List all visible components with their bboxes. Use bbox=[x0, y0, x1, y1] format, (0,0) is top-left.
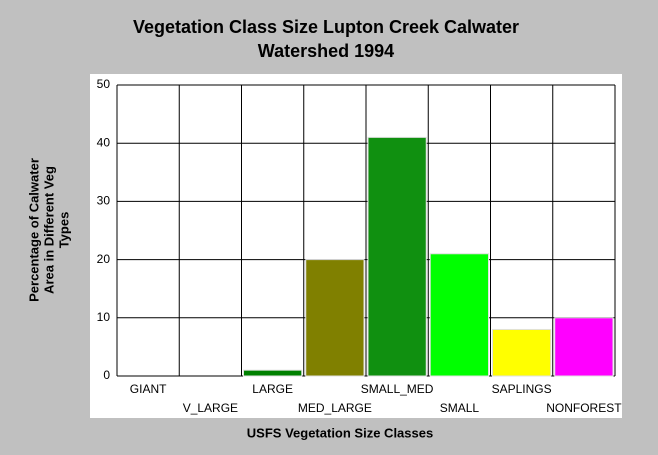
bar bbox=[429, 253, 489, 377]
chart-title: Watershed 1994 bbox=[258, 41, 394, 61]
y-tick-label: 0 bbox=[103, 368, 110, 382]
bar bbox=[554, 317, 614, 377]
bar bbox=[305, 259, 365, 377]
bar bbox=[367, 136, 427, 377]
y-tick-label: 30 bbox=[97, 194, 111, 208]
x-tick-label: MED_LARGE bbox=[298, 401, 372, 415]
x-tick-label: LARGE bbox=[252, 382, 293, 396]
x-axis-title: USFS Vegetation Size Classes bbox=[247, 425, 433, 440]
x-tick-label: SMALL_MED bbox=[361, 382, 434, 396]
bar bbox=[492, 328, 552, 377]
y-axis-title-line: Percentage of Calwater bbox=[26, 158, 41, 302]
x-tick-label: SAPLINGS bbox=[492, 382, 552, 396]
y-tick-label: 20 bbox=[97, 252, 111, 266]
bar bbox=[243, 369, 303, 377]
x-tick-label: NONFOREST bbox=[546, 401, 622, 415]
y-tick-label: 40 bbox=[97, 135, 111, 149]
y-axis-title-line: Types bbox=[56, 212, 71, 249]
y-axis-title-line: Area in Different Veg bbox=[41, 166, 56, 294]
x-tick-label: SMALL bbox=[440, 401, 480, 415]
y-tick-label: 10 bbox=[97, 310, 111, 324]
y-axis-title: Percentage of Calwater Area in Different… bbox=[26, 158, 71, 302]
chart-title: Vegetation Class Size Lupton Creek Calwa… bbox=[133, 17, 519, 37]
y-tick-label: 50 bbox=[97, 77, 111, 91]
x-tick-label: V_LARGE bbox=[183, 401, 238, 415]
x-tick-label: GIANT bbox=[130, 382, 167, 396]
